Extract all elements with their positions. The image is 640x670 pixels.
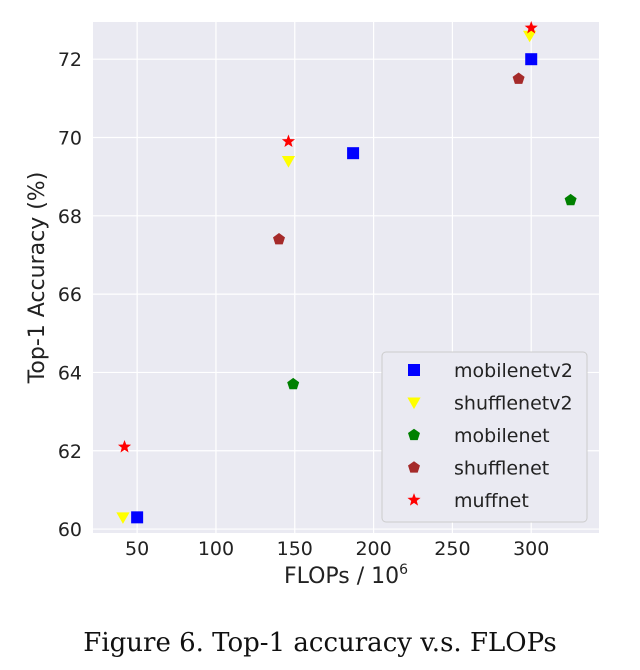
legend-box xyxy=(381,351,588,523)
x-tick-label: 50 xyxy=(125,538,149,560)
legend-muffnet-marker xyxy=(407,493,421,506)
legend: mobilenetv2 shufflenetv2 mobilenet shufflen… xyxy=(381,351,588,523)
data-points xyxy=(116,20,577,524)
legend-mobilenet-marker xyxy=(408,428,420,441)
legend-shufflenet-marker xyxy=(408,461,420,473)
y-tick-label: 68 xyxy=(58,206,82,228)
grid-lines xyxy=(93,22,599,533)
x-tick-label: 150 xyxy=(277,538,313,560)
mobilenet-point xyxy=(287,377,300,390)
x-axis-label-base: FLOPs / 10 xyxy=(284,564,399,589)
shufflenetv2-point xyxy=(523,30,537,43)
mobilenetv2-point xyxy=(347,147,360,160)
x-tick-label: 200 xyxy=(355,538,391,560)
mobilenetv2-point xyxy=(525,53,538,66)
mobilenetv2-point xyxy=(131,511,144,524)
muffnet-point xyxy=(524,20,538,34)
x-axis-label: FLOPs / 106 xyxy=(284,562,408,589)
figure-caption: Figure 6. Top-1 accuracy v.s. FLOPs xyxy=(83,628,557,658)
legend-mobilenetv2-marker xyxy=(408,364,420,376)
shufflenet-point xyxy=(273,233,285,245)
y-axis-label: Top-1 Accuracy (%) xyxy=(25,172,50,385)
legend-shufflenetv2-marker xyxy=(407,397,421,410)
scatter-chart: 50 100 150 200 250 300 60 62 64 66 68 70 72 FLOPs /… xyxy=(25,20,599,589)
y-tick-labels: 60 62 64 66 68 70 72 xyxy=(58,49,82,541)
x-axis-label-exponent: 6 xyxy=(399,562,408,578)
x-tick-label: 100 xyxy=(198,538,234,560)
legend-shufflenet-label: shufflenet xyxy=(454,458,549,480)
y-tick-label: 60 xyxy=(58,519,82,541)
mobilenet-point xyxy=(564,193,577,206)
y-tick-label: 64 xyxy=(58,362,82,384)
y-tick-label: 66 xyxy=(58,284,82,306)
legend-shufflenetv2-label: shufflenetv2 xyxy=(454,393,573,415)
shufflenetv2-point xyxy=(116,512,130,524)
y-tick-label: 72 xyxy=(58,49,82,71)
y-tick-label: 62 xyxy=(58,441,82,463)
muffnet-point xyxy=(281,134,296,148)
shufflenetv2-point xyxy=(281,156,296,168)
shufflenet-point xyxy=(512,72,525,84)
legend-muffnet-label: muffnet xyxy=(454,490,529,512)
y-tick-label: 70 xyxy=(58,128,82,150)
x-tick-label: 250 xyxy=(434,538,470,560)
x-tick-label: 300 xyxy=(513,538,549,560)
legend-mobilenetv2-label: mobilenetv2 xyxy=(454,360,573,382)
muffnet-point xyxy=(117,439,132,453)
x-tick-labels: 50 100 150 200 250 300 xyxy=(125,538,549,560)
legend-mobilenet-label: mobilenet xyxy=(454,425,550,447)
